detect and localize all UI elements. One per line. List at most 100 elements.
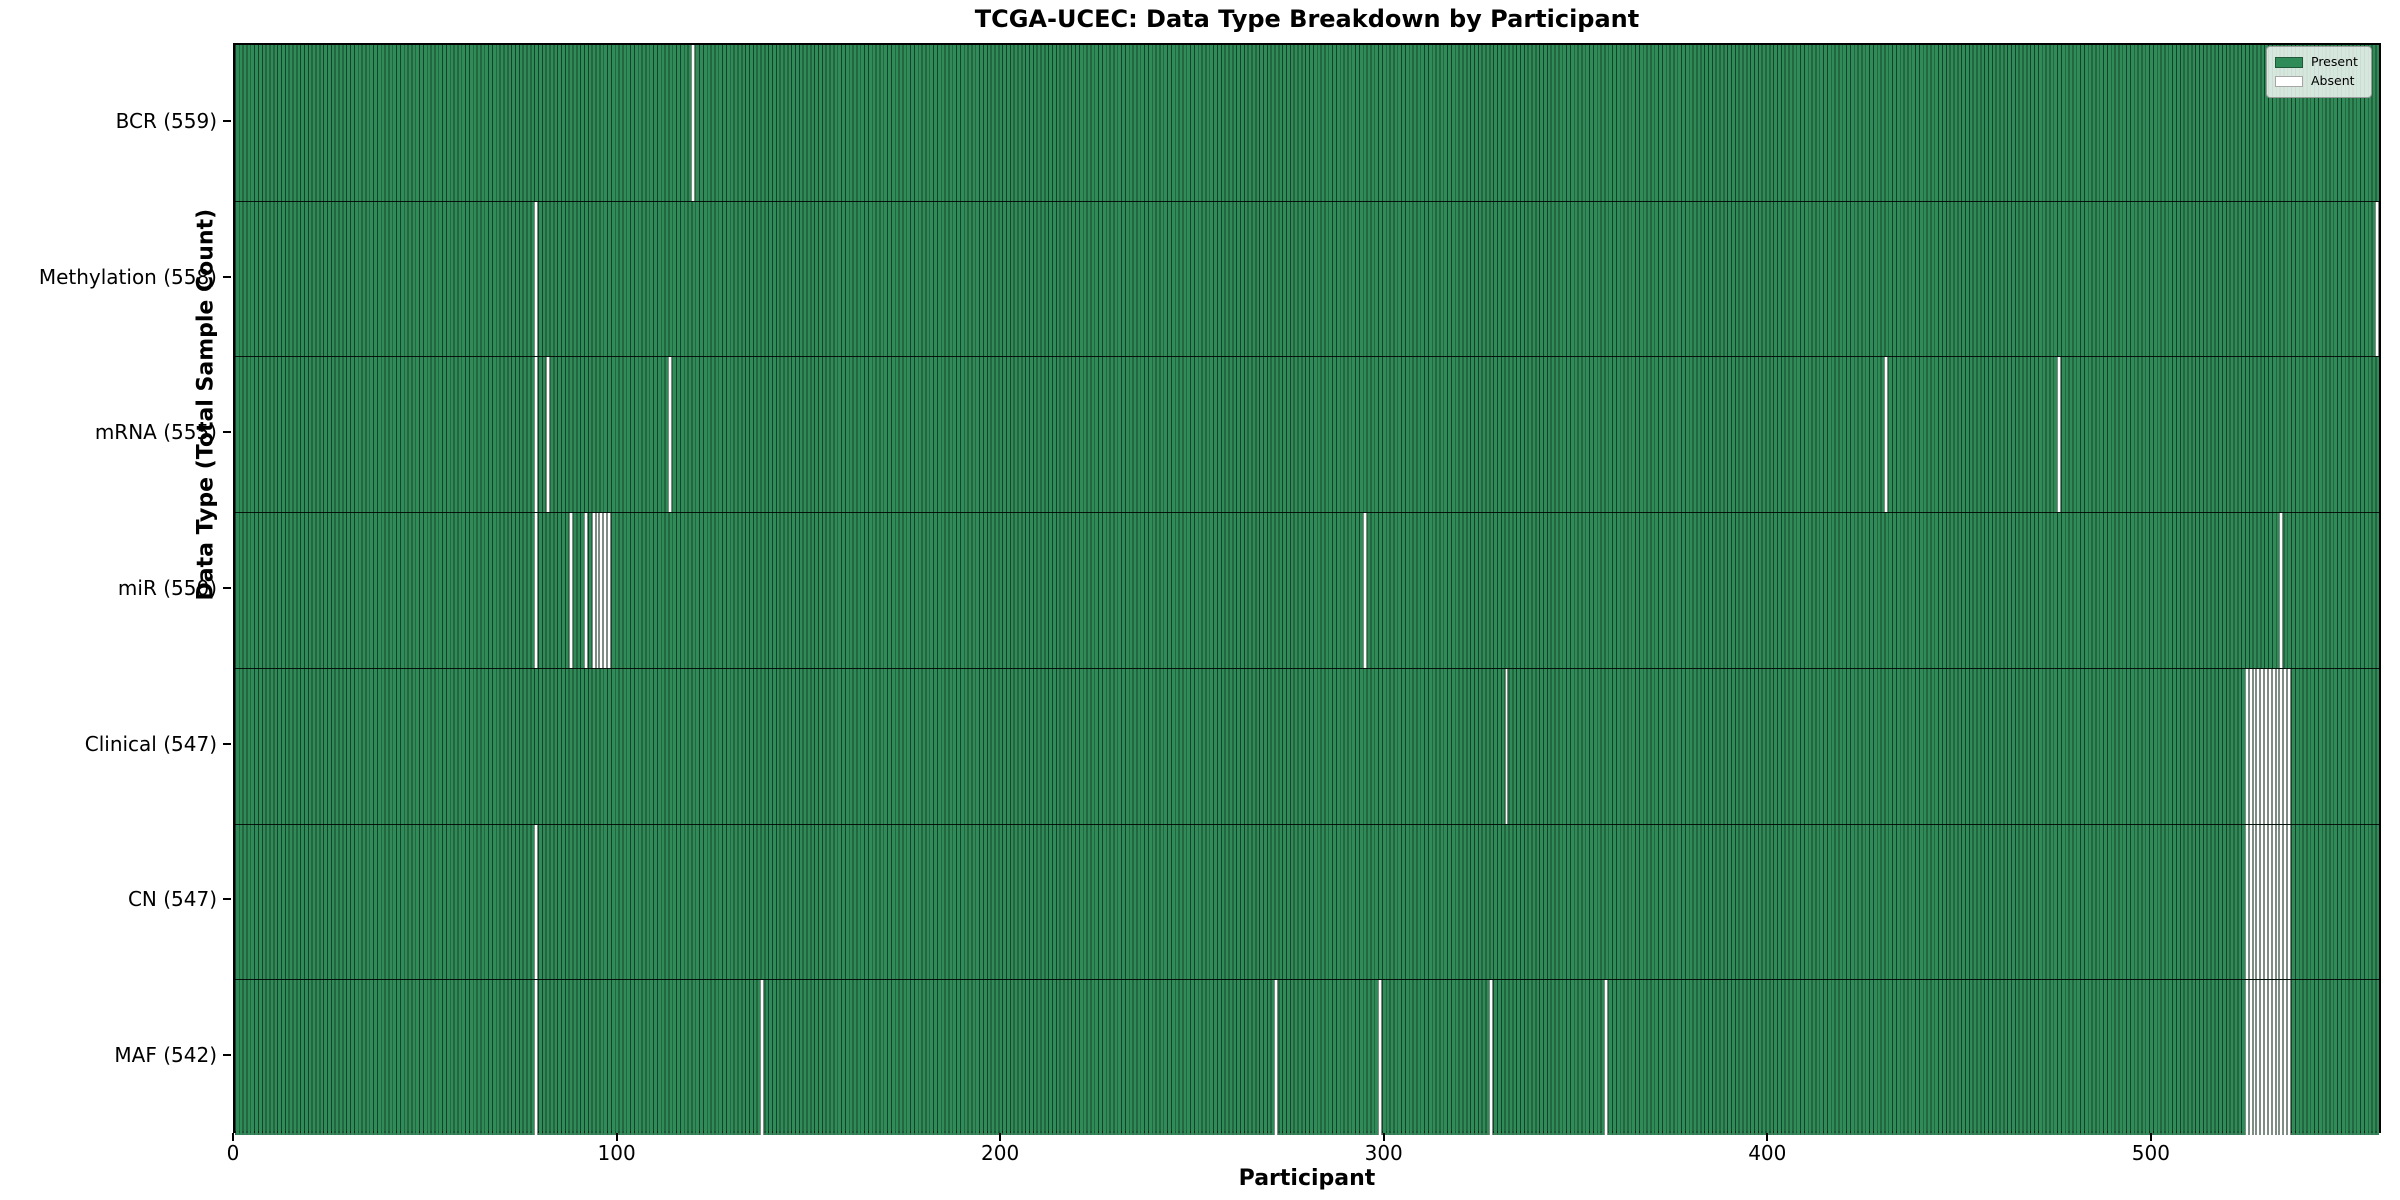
absent-cell (2267, 668, 2272, 824)
x-tick-mark (615, 1133, 618, 1141)
absent-cell (568, 513, 573, 668)
absent-cell (591, 513, 596, 668)
x-tick-mark (232, 1133, 234, 1141)
y-tick-label: BCR (559) (115, 108, 217, 133)
absent-cell (1362, 513, 1367, 668)
absent-cell (1884, 357, 1889, 513)
absent-cell (2267, 824, 2272, 980)
absent-cell (2056, 357, 2061, 513)
absent-cell (2271, 980, 2276, 1135)
absent-cell (2275, 668, 2280, 824)
y-tick-label: CN (547) (127, 887, 217, 912)
absent-cell (2283, 980, 2288, 1135)
x-tick-label: 0 (226, 1141, 240, 1165)
absent-cell (1604, 980, 1609, 1135)
absent-cell (2244, 980, 2249, 1135)
absent-cell (545, 357, 550, 513)
absent-cell (2264, 980, 2268, 1135)
absent-cell (2248, 824, 2253, 980)
x-tick-label: 400 (1748, 1141, 1787, 1165)
y-tick-mark (223, 587, 231, 589)
present-swatch-icon (2275, 57, 2303, 68)
absent-cell (2252, 824, 2257, 980)
absent-cell (2279, 824, 2284, 980)
y-tick-mark (223, 1054, 231, 1057)
x-tick-mark (999, 1133, 1002, 1141)
legend-box: Present Absent (2266, 46, 2372, 98)
absent-cell (2264, 824, 2268, 980)
absent-cell (2271, 824, 2276, 980)
absent-cell (534, 824, 539, 980)
absent-cell (1504, 668, 1509, 824)
x-tick-label: 300 (1364, 1141, 1403, 1165)
absent-cell (2248, 980, 2253, 1135)
y-tick-mark (223, 898, 231, 901)
absent-cell (760, 980, 765, 1135)
plot-area (233, 43, 2381, 1135)
absent-cell (2375, 201, 2379, 357)
absent-cell (2287, 824, 2291, 980)
absent-cell (2264, 668, 2268, 824)
y-tick-label: mRNA (555) (94, 420, 217, 445)
x-axis-label: Participant (1238, 1166, 1376, 1191)
y-tick-mark (223, 742, 231, 745)
absent-cell (691, 45, 696, 201)
absent-cell (584, 513, 588, 668)
absent-cell (2260, 668, 2265, 824)
legend-label-present: Present (2311, 54, 2358, 70)
row-cn (235, 823, 2379, 980)
absent-cell (1378, 980, 1382, 1135)
absent-cell (2260, 824, 2265, 980)
absent-cell (1274, 980, 1279, 1135)
absent-cell (2287, 980, 2291, 1135)
absent-cell (2271, 668, 2276, 824)
row-clinical (235, 667, 2379, 824)
absent-cell (2279, 980, 2284, 1135)
y-tick-mark (223, 431, 231, 434)
absent-cell (2244, 824, 2249, 980)
absent-cell (2252, 980, 2257, 1135)
absent-cell (2279, 668, 2284, 824)
y-tick-label: Clinical (547) (84, 731, 217, 756)
row-mir (235, 512, 2379, 668)
absent-cell (534, 513, 539, 668)
absent-cell (534, 980, 539, 1135)
y-tick-label: miR (550) (117, 576, 217, 600)
absent-cell (2275, 980, 2280, 1135)
absent-cell (603, 513, 608, 668)
absent-cell (2275, 824, 2280, 980)
x-tick-label: 500 (2131, 1141, 2170, 1165)
row-maf (235, 979, 2379, 1135)
absent-cell (2283, 668, 2288, 824)
row-mrna (235, 356, 2379, 513)
row-methylation (235, 200, 2379, 357)
absent-cell (2260, 980, 2265, 1135)
absent-cell (2256, 668, 2261, 824)
absent-cell (2283, 824, 2288, 980)
absent-cell (2256, 980, 2261, 1135)
absent-cell (2248, 668, 2253, 824)
absent-cell (2279, 513, 2284, 668)
absent-cell (2244, 668, 2249, 824)
absent-cell (2287, 668, 2291, 824)
x-tick-mark (2149, 1133, 2152, 1141)
x-tick-label: 100 (597, 1141, 636, 1165)
legend-entry-present: Present (2275, 53, 2363, 72)
absent-swatch-icon (2275, 76, 2303, 87)
absent-cell (599, 513, 604, 668)
absent-cell (2252, 668, 2257, 824)
absent-cell (2256, 824, 2261, 980)
legend-entry-absent: Absent (2275, 72, 2363, 91)
y-tick-label: Methylation (558) (38, 264, 217, 289)
legend-label-absent: Absent (2311, 73, 2355, 89)
absent-cell (668, 357, 673, 513)
row-bcr (235, 45, 2379, 201)
absent-cell (2267, 980, 2272, 1135)
absent-cell (534, 357, 539, 513)
chart-title: TCGA-UCEC: Data Type Breakdown by Partic… (974, 5, 1640, 33)
x-tick-mark (1382, 1133, 1385, 1141)
y-tick-mark (223, 275, 231, 278)
x-tick-mark (1766, 1133, 1769, 1141)
x-tick-label: 200 (981, 1141, 1020, 1165)
